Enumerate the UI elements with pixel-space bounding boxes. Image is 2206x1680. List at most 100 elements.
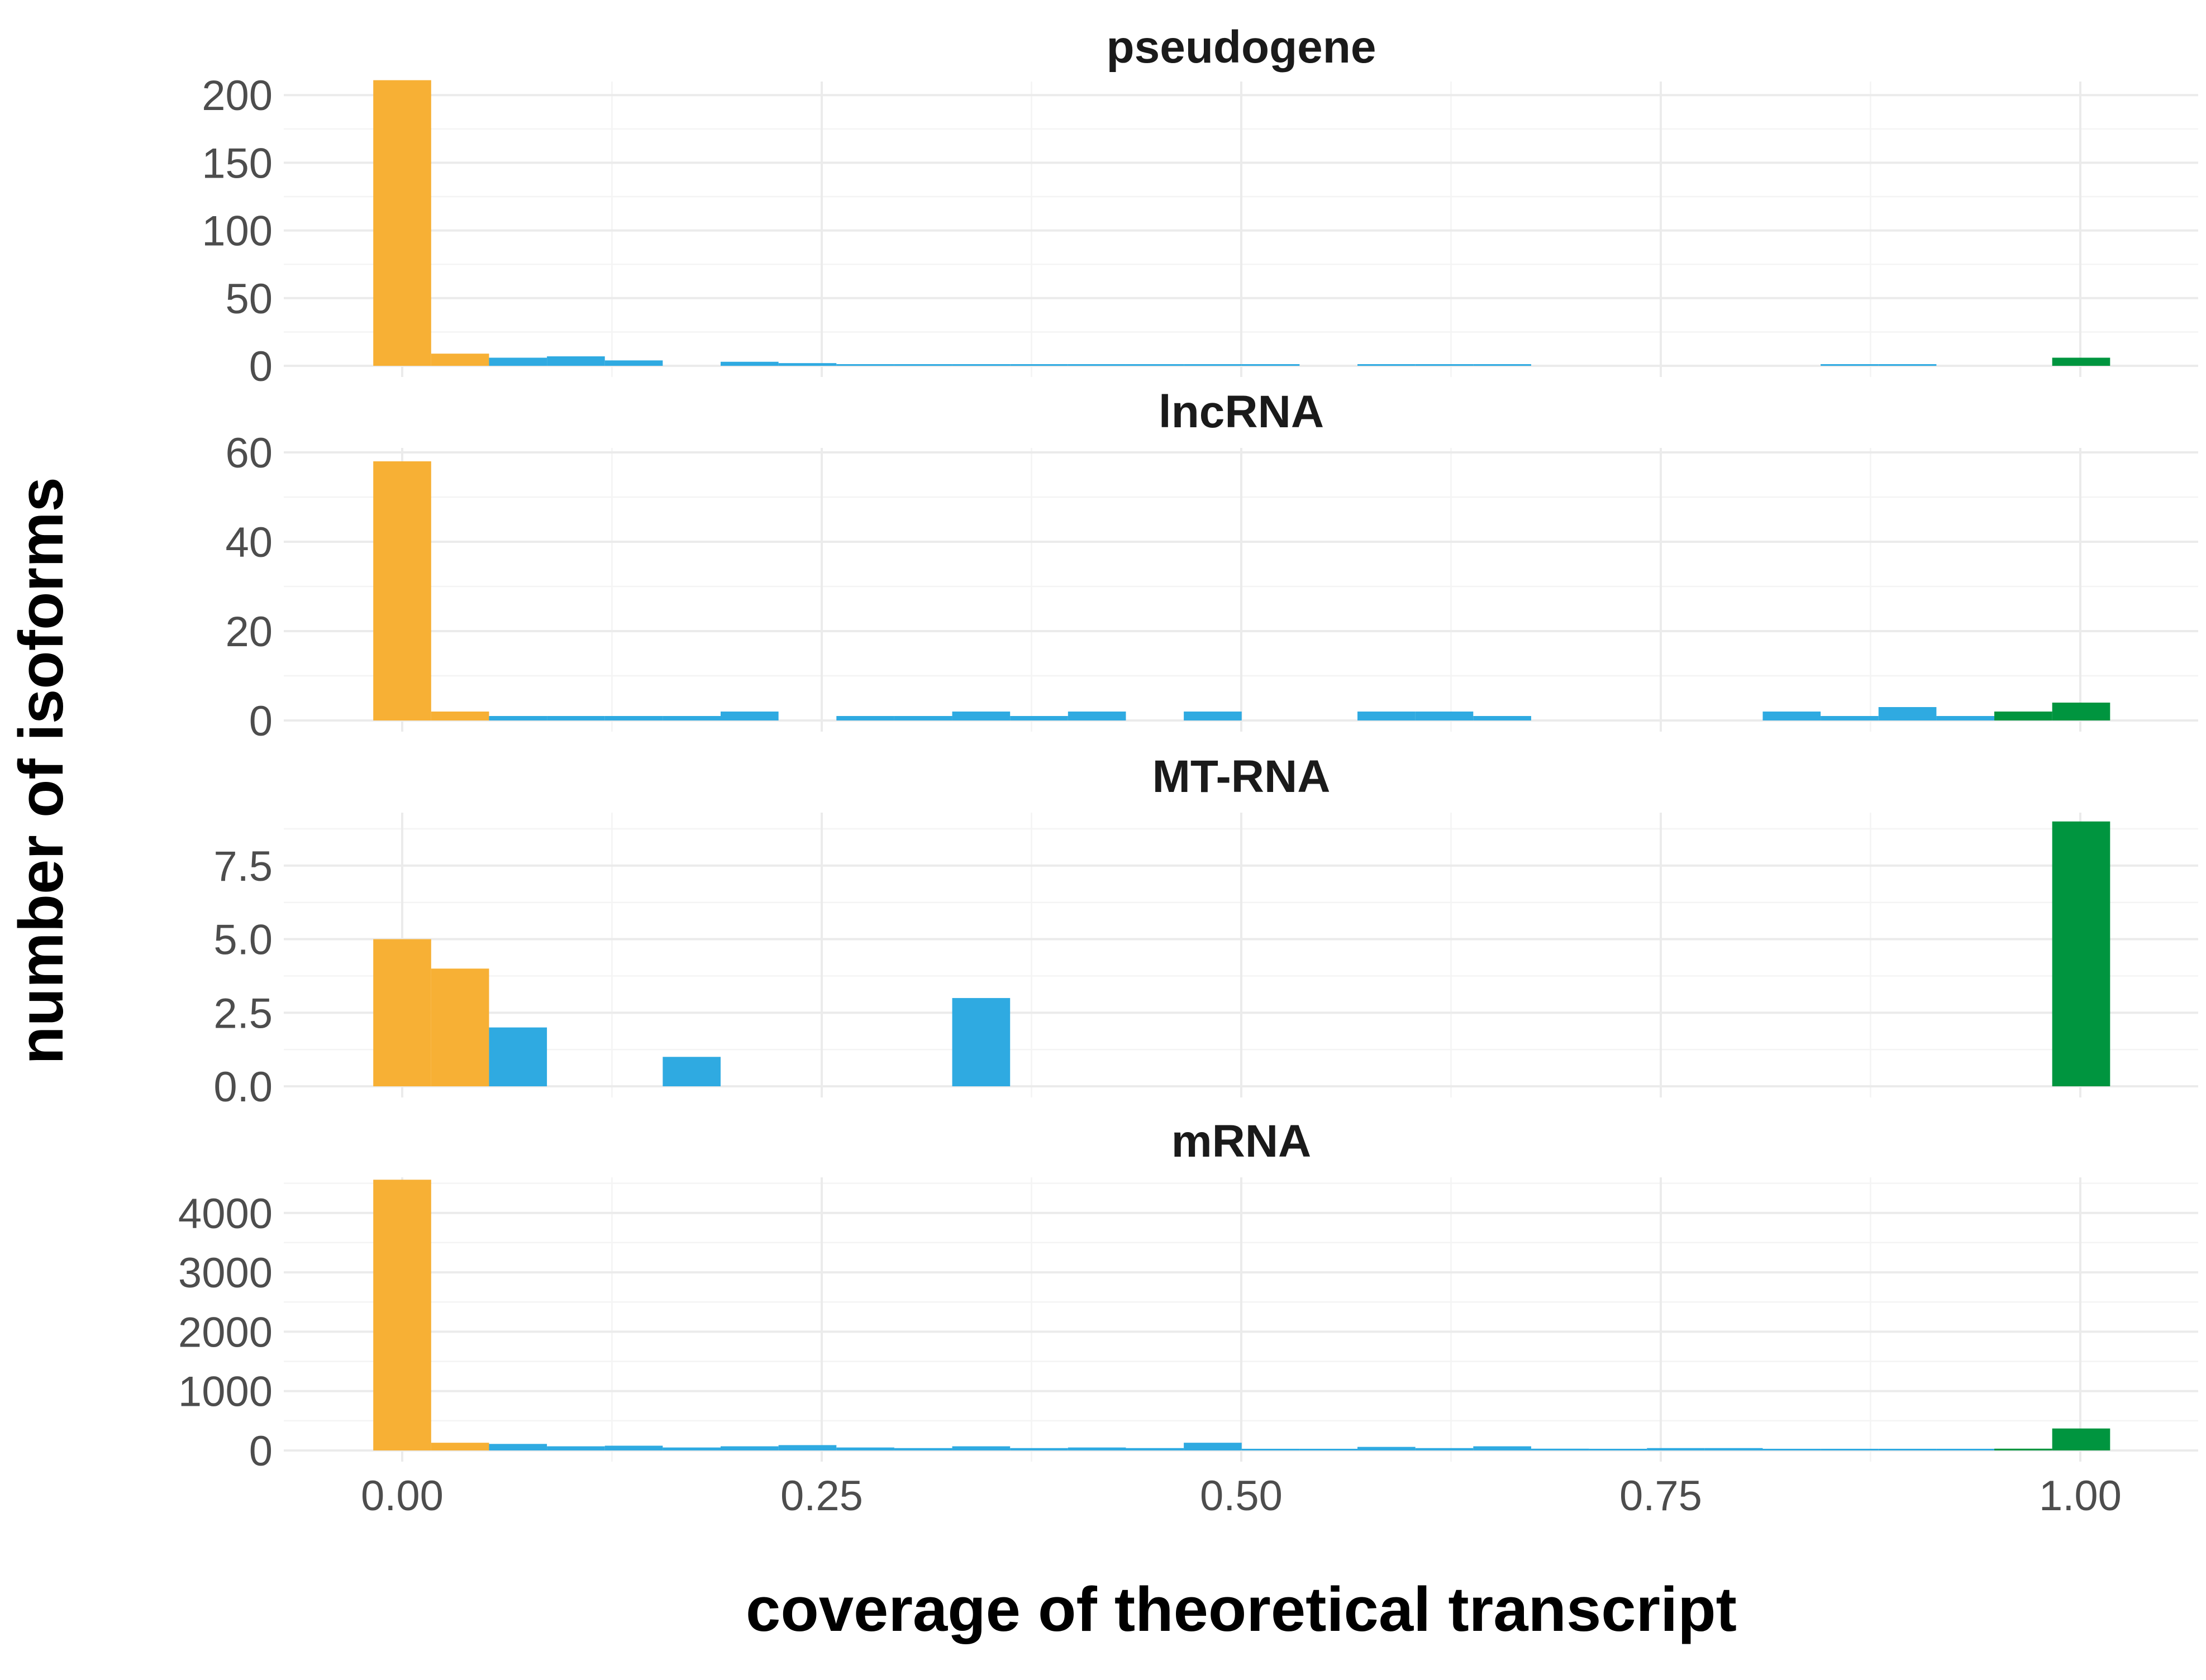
histogram-bar xyxy=(663,1057,721,1086)
facet-title: lncRNA xyxy=(1159,386,1324,437)
y-tick-label: 200 xyxy=(202,72,273,120)
histogram-bar xyxy=(778,1445,837,1450)
histogram-bar xyxy=(1878,364,1937,366)
histogram-bar xyxy=(1415,712,1474,720)
histogram-bar xyxy=(1299,1449,1358,1450)
histogram-bar xyxy=(1126,364,1184,366)
histogram-bar xyxy=(952,997,1011,1086)
y-tick-label: 20 xyxy=(225,608,273,656)
y-tick-label: 0 xyxy=(249,1428,273,1475)
histogram-bar xyxy=(1473,1446,1531,1450)
facet-panel-lncrna: 0 20 40 60 lncRNA xyxy=(225,386,2198,745)
histogram-bar xyxy=(1936,1449,1995,1450)
histogram-bar xyxy=(1126,1448,1184,1450)
histogram-bar xyxy=(373,939,431,1086)
histogram-bar xyxy=(1936,716,1995,720)
facet-title: pseudogene xyxy=(1107,22,1376,73)
histogram-bar xyxy=(604,716,663,720)
y-tick-label: 0.0 xyxy=(213,1063,273,1111)
histogram-bar xyxy=(1647,1448,1705,1450)
y-tick-label: 0 xyxy=(249,343,273,390)
histogram-bar xyxy=(1415,364,1474,366)
histogram-bar xyxy=(721,361,779,366)
histogram-bar xyxy=(431,712,489,720)
histogram-bar xyxy=(836,716,894,720)
histogram-bar xyxy=(1357,712,1416,720)
histogram-bar xyxy=(547,716,605,720)
histogram-bar xyxy=(2052,703,2110,720)
y-tick-label: 50 xyxy=(225,275,273,323)
facet-panel-mt-rna: 0.0 2.5 5.0 7.5 MT-RNA xyxy=(213,751,2198,1111)
histogram-bar xyxy=(604,360,663,366)
histogram-bar xyxy=(836,1447,894,1450)
y-tick-label: 60 xyxy=(225,429,273,477)
chart-panels: 0 50 100 150 200 pseudogene 0 20 40 60 lncRNA 0.0 2.… xyxy=(178,22,2198,1475)
histogram-bar xyxy=(1357,1447,1416,1450)
histogram-bar xyxy=(952,1446,1011,1450)
histogram-bar xyxy=(778,363,837,366)
histogram-bar xyxy=(663,716,721,720)
histogram-bar xyxy=(1762,712,1821,720)
histogram-bar xyxy=(2052,357,2110,366)
x-tick-label: 0.25 xyxy=(780,1472,863,1520)
x-tick-label: 0.50 xyxy=(1200,1472,1283,1520)
histogram-bar xyxy=(721,1446,779,1450)
histogram-bar xyxy=(836,364,894,366)
histogram-bar xyxy=(489,1444,547,1450)
y-tick-label: 2000 xyxy=(178,1309,273,1356)
histogram-bar xyxy=(894,1448,952,1450)
histogram-bar xyxy=(1415,1448,1474,1450)
histogram-bar xyxy=(721,712,779,720)
x-tick-label: 0.75 xyxy=(1619,1472,1702,1520)
histogram-bar xyxy=(1241,364,1300,366)
histogram-bar xyxy=(1878,1449,1937,1450)
histogram-bar xyxy=(1068,1447,1126,1450)
histogram-bar xyxy=(1878,707,1937,720)
histogram-bar xyxy=(1010,364,1068,366)
histogram-bar xyxy=(952,712,1011,720)
x-tick-label: 0.00 xyxy=(361,1472,444,1520)
histogram-bar xyxy=(1704,1448,1763,1450)
facet-panel-pseudogene: 0 50 100 150 200 pseudogene xyxy=(202,22,2198,390)
histogram-bar xyxy=(663,1447,721,1450)
histogram-bar xyxy=(431,1443,489,1450)
histogram-bar xyxy=(489,716,547,720)
y-tick-label: 1000 xyxy=(178,1368,273,1416)
histogram-bar xyxy=(1068,712,1126,720)
histogram-bar xyxy=(547,1446,605,1450)
histogram-bar xyxy=(1010,1448,1068,1450)
y-tick-label: 150 xyxy=(202,140,273,187)
histogram-bar xyxy=(1762,1449,1821,1450)
histogram-bar xyxy=(1184,712,1242,720)
histogram-bar xyxy=(1821,1449,1879,1450)
y-tick-label: 3000 xyxy=(178,1249,273,1297)
x-axis-title: coverage of theoretical transcript xyxy=(746,1574,1737,1644)
facet-title: mRNA xyxy=(1171,1116,1312,1167)
x-axis: 0.00 0.25 0.50 0.75 1.00 xyxy=(361,1472,2122,1520)
histogram-bar xyxy=(1589,1449,1647,1450)
histogram-bar xyxy=(894,716,952,720)
histogram-bar xyxy=(373,461,431,720)
histogram-bar xyxy=(1010,716,1068,720)
histogram-bar xyxy=(1068,364,1126,366)
histogram-bar xyxy=(952,364,1011,366)
histogram-bar xyxy=(431,968,489,1086)
histogram-bar xyxy=(1184,1443,1242,1450)
y-tick-label: 7.5 xyxy=(213,843,273,890)
histogram-bar xyxy=(1994,712,2052,720)
histogram-bar xyxy=(1241,1449,1300,1450)
y-tick-label: 40 xyxy=(225,519,273,566)
histogram-bar xyxy=(547,356,605,366)
histogram-bar xyxy=(1473,364,1531,366)
histogram-bar xyxy=(1994,1448,2052,1450)
y-tick-label: 100 xyxy=(202,208,273,255)
histogram-bar xyxy=(2052,821,2110,1086)
histogram-bar xyxy=(604,1445,663,1450)
facet-title: MT-RNA xyxy=(1152,751,1331,802)
y-tick-label: 2.5 xyxy=(213,990,273,1037)
y-axis-title: number of isoforms xyxy=(6,477,76,1065)
histogram-bar xyxy=(1821,716,1879,720)
y-tick-label: 5.0 xyxy=(213,917,273,964)
histogram-bar xyxy=(1821,364,1879,366)
